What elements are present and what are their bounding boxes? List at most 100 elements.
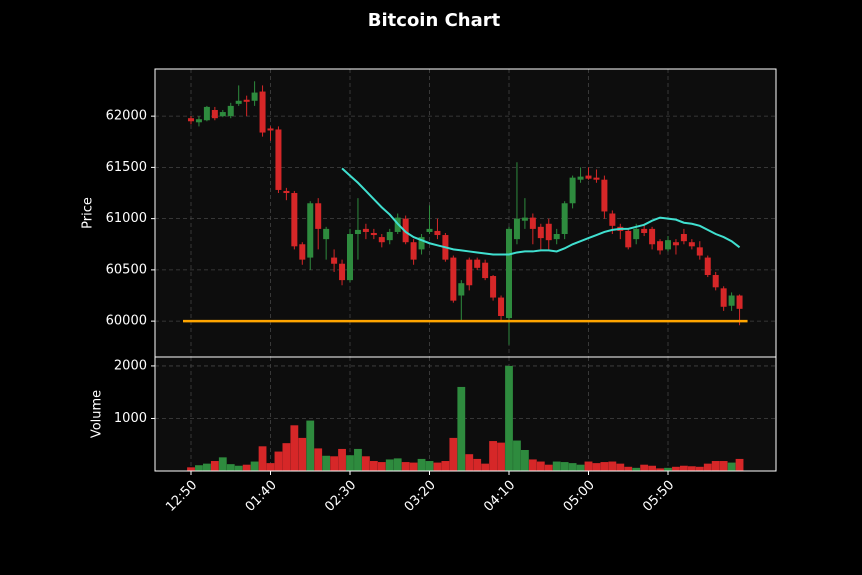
volume-bar (266, 463, 275, 471)
candle-body (227, 105, 234, 117)
volume-bar (306, 420, 315, 471)
volume-frame (154, 356, 777, 472)
volume-bar (234, 465, 243, 471)
candle-body (529, 217, 536, 229)
candle-body (680, 234, 687, 242)
candle-body (235, 100, 242, 104)
volume-bar (489, 441, 497, 471)
candle-body (633, 228, 640, 240)
volume-bar (552, 461, 561, 471)
candle-body (649, 228, 656, 245)
volume-bar (314, 448, 323, 471)
volume-bar (672, 466, 680, 471)
price-panel (155, 69, 776, 357)
candle-body (657, 241, 664, 251)
volume-bar (433, 462, 442, 471)
candle-body (665, 240, 671, 250)
candle-body (283, 190, 290, 194)
candle-body (386, 231, 393, 241)
candle-body (561, 203, 568, 235)
candle-body (402, 218, 409, 243)
candle-body (458, 283, 465, 296)
y-tick-label: 60000 (106, 314, 147, 329)
candle-body (569, 177, 576, 204)
candle-body (498, 297, 505, 317)
volume-bar (226, 464, 235, 471)
volume-bar (648, 465, 656, 471)
volume-axis-label: Volume (90, 390, 105, 438)
volume-bar (711, 461, 720, 471)
volume-bar (600, 462, 609, 471)
candle-body (378, 237, 385, 243)
volume-bar (528, 459, 537, 471)
volume-bar (497, 442, 505, 471)
volume-bar (330, 456, 338, 471)
volume-bar (632, 467, 641, 471)
candle-body (728, 295, 735, 306)
volume-bar (727, 462, 736, 471)
candle-body (585, 175, 592, 179)
volume-bar (568, 463, 577, 471)
candle-body (553, 234, 560, 240)
candle-body (323, 228, 330, 240)
volume-bar (203, 463, 211, 471)
candle-body (195, 119, 202, 123)
candle-body (354, 229, 361, 235)
candle-body (259, 91, 266, 133)
candle-body (696, 247, 703, 256)
volume-bar (536, 461, 545, 471)
y-tick-label: 60500 (106, 262, 147, 277)
volume-bar (195, 465, 203, 471)
candle-body (688, 242, 695, 247)
candle-body (482, 262, 489, 279)
y-tick-label: 1000 (114, 411, 147, 426)
candle-body (577, 176, 584, 180)
candle-body (545, 223, 552, 241)
volume-panel (155, 357, 776, 471)
candle-body (251, 92, 258, 101)
volume-bar (521, 449, 529, 471)
volume-bar (608, 461, 617, 471)
candle-body (720, 288, 727, 307)
volume-bar (393, 458, 402, 471)
volume-bar (687, 466, 696, 471)
candle-body (370, 232, 377, 236)
volume-bar (449, 437, 458, 471)
volume-bar (457, 386, 466, 471)
volume-bar (695, 466, 704, 471)
candle-body (315, 203, 322, 229)
volume-bar (544, 464, 553, 471)
candle-body (672, 242, 679, 246)
volume-bar (680, 465, 688, 471)
candle-body (275, 129, 282, 190)
candle-body (609, 213, 616, 226)
candle-body (418, 237, 425, 250)
candle-body (474, 259, 481, 268)
candle-body (434, 230, 441, 236)
volume-bar (250, 461, 259, 471)
candle-body (450, 257, 457, 301)
y-tick-label: 61000 (106, 211, 147, 226)
candle-body (712, 275, 719, 288)
candle-body (736, 295, 743, 309)
y-axis-label: Price (81, 197, 96, 229)
volume-bar (187, 467, 195, 471)
y-tick-label: 2000 (114, 358, 147, 373)
volume-bar (719, 461, 728, 471)
volume-bar (576, 464, 585, 471)
volume-bar (473, 458, 482, 471)
volume-bar (425, 461, 434, 471)
volume-bar (735, 458, 744, 471)
volume-bar (656, 468, 664, 471)
y-tick-label: 62000 (106, 109, 147, 124)
candle-body (267, 128, 274, 131)
volume-bar (338, 448, 346, 471)
candle-body (347, 234, 353, 281)
volume-bar (377, 462, 386, 471)
candle-body (426, 228, 433, 232)
volume-bar (505, 365, 513, 471)
candle-body (466, 259, 473, 286)
volume-bar (242, 464, 251, 471)
volume-bar (218, 457, 227, 471)
